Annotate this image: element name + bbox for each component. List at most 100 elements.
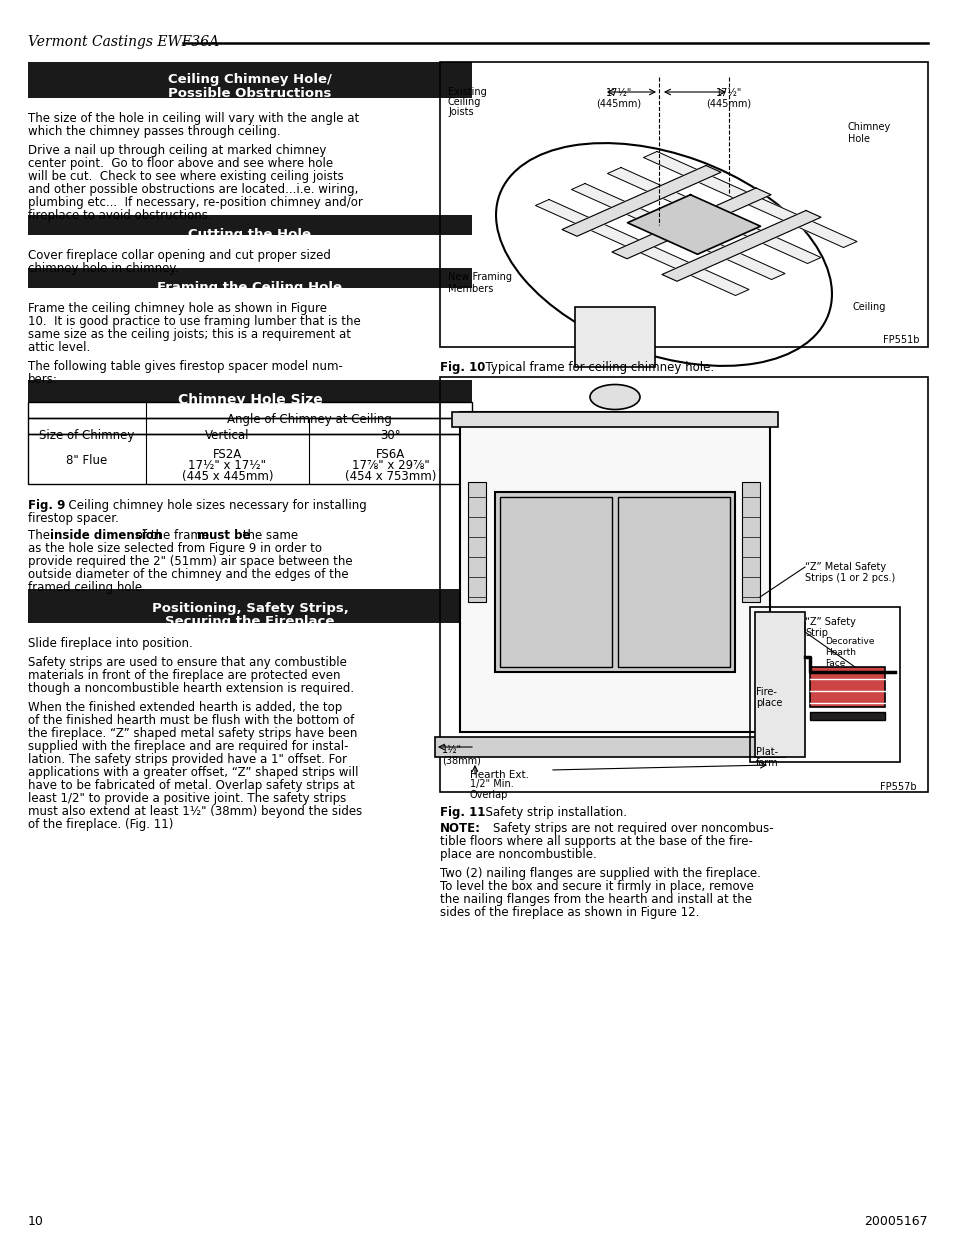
Bar bbox=[452, 412, 778, 427]
Bar bbox=[754, 613, 804, 757]
Text: 17⅞" x 29⅞": 17⅞" x 29⅞" bbox=[352, 459, 429, 472]
Text: “Z” Safety: “Z” Safety bbox=[804, 618, 855, 627]
Text: 1½": 1½" bbox=[441, 745, 461, 755]
Bar bbox=[435, 737, 784, 757]
Bar bbox=[28, 268, 472, 288]
Text: fireplace to avoid obstructions.: fireplace to avoid obstructions. bbox=[28, 209, 212, 222]
Bar bbox=[28, 380, 472, 403]
Bar bbox=[439, 377, 927, 792]
Bar bbox=[439, 62, 927, 347]
Bar bbox=[575, 308, 655, 367]
Text: Ceiling Chimney Hole/: Ceiling Chimney Hole/ bbox=[168, 73, 332, 86]
Text: Safety strip installation.: Safety strip installation. bbox=[477, 806, 626, 819]
Text: must be: must be bbox=[196, 529, 251, 542]
Text: of the fireplace. (Fig. 11): of the fireplace. (Fig. 11) bbox=[28, 818, 173, 831]
Bar bbox=[809, 713, 884, 720]
Bar bbox=[754, 613, 804, 757]
Bar bbox=[468, 482, 485, 601]
Bar bbox=[28, 62, 472, 98]
Text: Vermont Castings EWF36A: Vermont Castings EWF36A bbox=[28, 35, 219, 49]
Bar bbox=[28, 417, 472, 433]
Text: Fig. 10: Fig. 10 bbox=[439, 361, 485, 374]
Bar bbox=[459, 412, 769, 732]
Bar bbox=[749, 606, 899, 762]
Text: Frame the ceiling chimney hole as shown in Figure: Frame the ceiling chimney hole as shown … bbox=[28, 303, 327, 315]
Bar bbox=[741, 482, 760, 601]
Text: New Framing: New Framing bbox=[448, 272, 512, 282]
Bar bbox=[809, 667, 884, 706]
Text: Fire-: Fire- bbox=[755, 687, 776, 697]
Text: (38mm): (38mm) bbox=[441, 755, 480, 764]
Text: (445mm): (445mm) bbox=[706, 98, 751, 107]
Text: 1/2" Min.: 1/2" Min. bbox=[470, 779, 514, 789]
Bar bbox=[28, 433, 472, 484]
Text: bers:: bers: bbox=[28, 373, 58, 387]
Polygon shape bbox=[535, 200, 748, 295]
Text: FP557b: FP557b bbox=[879, 782, 916, 792]
Text: Framing the Ceiling Hole: Framing the Ceiling Hole bbox=[157, 282, 342, 294]
Text: of the finished hearth must be flush with the bottom of: of the finished hearth must be flush wit… bbox=[28, 714, 354, 727]
Text: When the finished extended hearth is added, the top: When the finished extended hearth is add… bbox=[28, 701, 342, 714]
Text: Strips (1 or 2 pcs.): Strips (1 or 2 pcs.) bbox=[804, 573, 894, 583]
Text: 10.  It is good practice to use framing lumber that is the: 10. It is good practice to use framing l… bbox=[28, 315, 360, 329]
Text: provide required the 2" (51mm) air space between the: provide required the 2" (51mm) air space… bbox=[28, 555, 353, 568]
Text: same size as the ceiling joists; this is a requirement at: same size as the ceiling joists; this is… bbox=[28, 329, 351, 341]
Text: The size of the hole in ceiling will vary with the angle at: The size of the hole in ceiling will var… bbox=[28, 112, 359, 125]
Text: Cutting the Hole: Cutting the Hole bbox=[189, 228, 312, 241]
Text: Hearth Ext.: Hearth Ext. bbox=[470, 769, 529, 781]
Text: Decorative: Decorative bbox=[824, 637, 874, 646]
Bar bbox=[28, 403, 472, 417]
Bar bbox=[575, 308, 655, 367]
Bar bbox=[452, 412, 778, 427]
Text: outside diameter of the chimney and the edges of the: outside diameter of the chimney and the … bbox=[28, 568, 348, 580]
Text: Hole: Hole bbox=[847, 135, 869, 144]
Text: framed ceiling hole.: framed ceiling hole. bbox=[28, 580, 146, 594]
Text: Chimney: Chimney bbox=[847, 122, 890, 132]
Text: Possible Obstructions: Possible Obstructions bbox=[168, 86, 332, 100]
Text: inside dimension: inside dimension bbox=[50, 529, 162, 542]
Text: the nailing flanges from the hearth and install at the: the nailing flanges from the hearth and … bbox=[439, 893, 751, 906]
Text: of the frame: of the frame bbox=[132, 529, 213, 542]
Text: “Z” Metal Safety: “Z” Metal Safety bbox=[804, 562, 885, 572]
Bar bbox=[618, 496, 729, 667]
Text: Ceiling: Ceiling bbox=[852, 303, 885, 312]
Text: the same: the same bbox=[239, 529, 297, 542]
Text: Face: Face bbox=[824, 659, 844, 668]
Text: Angle of Chimney at Ceiling: Angle of Chimney at Ceiling bbox=[226, 412, 391, 426]
Bar bbox=[495, 492, 734, 672]
Bar bbox=[809, 713, 884, 720]
Text: Joists: Joists bbox=[448, 107, 473, 117]
Text: plumbing etc...  If necessary, re-position chimney and/or: plumbing etc... If necessary, re-positio… bbox=[28, 196, 362, 209]
Text: To level the box and secure it firmly in place, remove: To level the box and secure it firmly in… bbox=[439, 881, 753, 893]
Text: tible floors where all supports at the base of the fire-: tible floors where all supports at the b… bbox=[439, 835, 752, 848]
Text: Ceiling: Ceiling bbox=[448, 98, 481, 107]
Text: The: The bbox=[28, 529, 53, 542]
Ellipse shape bbox=[496, 143, 831, 366]
Bar bbox=[28, 215, 472, 235]
Text: and other possible obstructions are located...i.e. wiring,: and other possible obstructions are loca… bbox=[28, 183, 358, 196]
Polygon shape bbox=[612, 188, 770, 259]
Text: Positioning, Safety Strips,: Positioning, Safety Strips, bbox=[152, 601, 348, 615]
Polygon shape bbox=[661, 210, 821, 282]
Text: Fig. 9: Fig. 9 bbox=[28, 499, 66, 513]
Bar bbox=[809, 667, 884, 706]
Text: chimney hole in chimney.: chimney hole in chimney. bbox=[28, 262, 178, 275]
Text: 30°: 30° bbox=[380, 429, 400, 442]
Bar bbox=[28, 589, 472, 622]
Text: firestop spacer.: firestop spacer. bbox=[28, 513, 119, 525]
Text: least 1/2" to provide a positive joint. The safety strips: least 1/2" to provide a positive joint. … bbox=[28, 792, 346, 805]
Text: Existing: Existing bbox=[448, 86, 486, 98]
Text: Members: Members bbox=[448, 284, 493, 294]
Polygon shape bbox=[571, 184, 784, 279]
Polygon shape bbox=[643, 152, 856, 247]
Text: Vertical: Vertical bbox=[205, 429, 250, 442]
Text: 17½": 17½" bbox=[605, 88, 632, 98]
Text: place: place bbox=[755, 698, 781, 708]
Polygon shape bbox=[561, 165, 720, 236]
Text: supplied with the fireplace and are required for instal-: supplied with the fireplace and are requ… bbox=[28, 740, 348, 753]
Text: FS6A: FS6A bbox=[375, 448, 405, 461]
Text: Safety strips are used to ensure that any combustible: Safety strips are used to ensure that an… bbox=[28, 656, 347, 669]
Ellipse shape bbox=[589, 384, 639, 410]
Text: Drive a nail up through ceiling at marked chimney: Drive a nail up through ceiling at marke… bbox=[28, 144, 326, 157]
Text: must also extend at least 1½" (38mm) beyond the sides: must also extend at least 1½" (38mm) bey… bbox=[28, 805, 362, 818]
